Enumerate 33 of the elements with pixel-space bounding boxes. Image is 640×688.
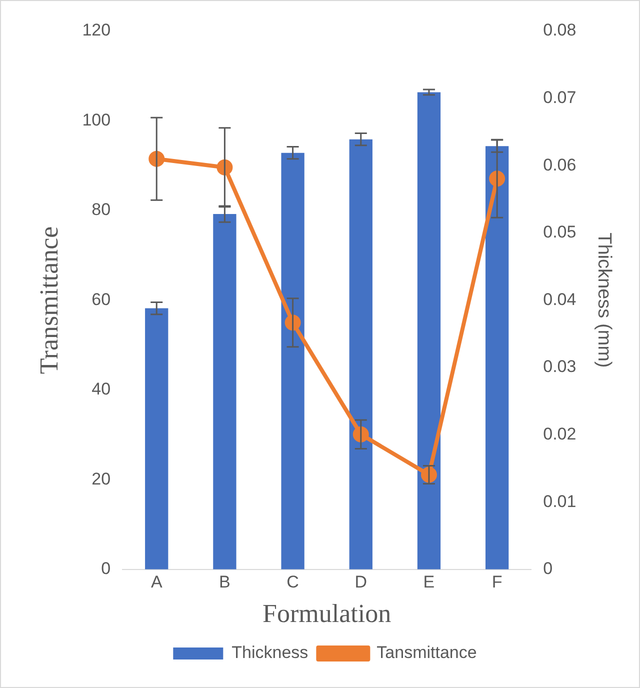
x-tick-label: F <box>492 572 502 592</box>
y-tick-label: 100 <box>82 110 111 130</box>
bar <box>281 152 304 570</box>
x-tick-label: B <box>219 572 230 592</box>
y2-tick-label: 0.06 <box>543 155 576 174</box>
x-tick-label: C <box>286 572 299 592</box>
x-tick-label: D <box>354 572 368 592</box>
y2-tick-label: 0.08 <box>543 20 576 40</box>
x-tick-label: A <box>150 572 163 592</box>
y-tick-label: 20 <box>92 469 111 488</box>
x-axis-title: Formulation <box>262 599 392 628</box>
y2-tick-label: 0.03 <box>543 357 576 376</box>
y2-tick-label: 0.05 <box>543 222 576 242</box>
bar <box>349 139 372 570</box>
y-axis-title: Transmittance <box>34 226 64 374</box>
bar <box>145 308 168 570</box>
bar <box>417 92 441 570</box>
y2-tick-label: 0.07 <box>543 88 576 107</box>
y2-tick-label: 0 <box>543 559 553 578</box>
y-tick-label: 40 <box>92 380 111 399</box>
bar <box>213 214 236 570</box>
legend-label: Tansmittance <box>376 643 477 662</box>
legend-label: Thickness <box>232 643 308 662</box>
y2-axis-title: Thickness (mm) <box>593 232 614 368</box>
x-tick-label: E <box>423 572 435 592</box>
y-tick-label: 0 <box>101 559 111 578</box>
y-tick-label: 60 <box>92 290 111 309</box>
y2-tick-label: 0.01 <box>543 492 576 511</box>
y-tick-label: 120 <box>82 20 111 40</box>
y2-tick-label: 0.04 <box>543 290 576 309</box>
bar <box>485 146 509 570</box>
y2-tick-label: 0.02 <box>543 424 576 444</box>
y-tick-label: 80 <box>92 200 111 220</box>
